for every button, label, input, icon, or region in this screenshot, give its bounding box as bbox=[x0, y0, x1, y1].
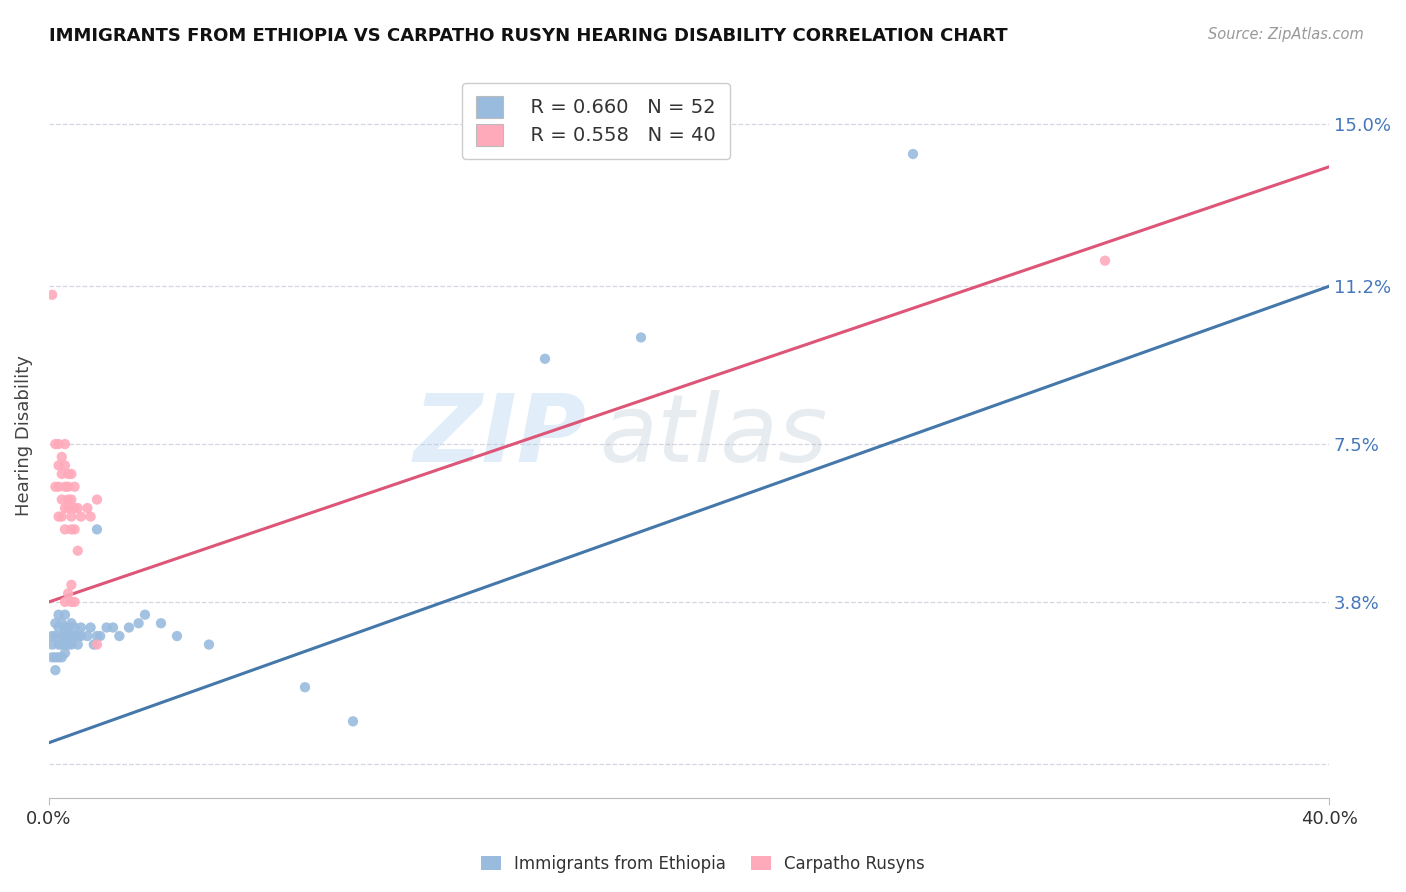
Point bbox=[53, 501, 76, 516]
Text: atlas: atlas bbox=[599, 390, 828, 481]
Point bbox=[53, 638, 76, 652]
Point bbox=[51, 467, 73, 481]
Point bbox=[48, 437, 70, 451]
Point bbox=[41, 650, 63, 665]
Point bbox=[51, 638, 73, 652]
Legend:   R = 0.660   N = 52,   R = 0.558   N = 40: R = 0.660 N = 52, R = 0.558 N = 40 bbox=[463, 83, 730, 159]
Point bbox=[56, 467, 79, 481]
Point bbox=[56, 501, 79, 516]
Point bbox=[44, 629, 66, 643]
Point bbox=[60, 578, 83, 592]
Point bbox=[149, 616, 172, 631]
Point bbox=[60, 629, 83, 643]
Point bbox=[53, 620, 76, 634]
Point bbox=[53, 458, 76, 473]
Point bbox=[56, 492, 79, 507]
Point bbox=[294, 680, 316, 694]
Point bbox=[51, 629, 73, 643]
Point bbox=[48, 650, 70, 665]
Point bbox=[86, 492, 108, 507]
Point bbox=[53, 480, 76, 494]
Point bbox=[66, 543, 89, 558]
Point bbox=[44, 437, 66, 451]
Text: IMMIGRANTS FROM ETHIOPIA VS CARPATHO RUSYN HEARING DISABILITY CORRELATION CHART: IMMIGRANTS FROM ETHIOPIA VS CARPATHO RUS… bbox=[49, 27, 1008, 45]
Point bbox=[44, 616, 66, 631]
Point bbox=[48, 620, 70, 634]
Point bbox=[53, 646, 76, 660]
Point bbox=[48, 607, 70, 622]
Point bbox=[53, 629, 76, 643]
Point bbox=[60, 509, 83, 524]
Point bbox=[66, 638, 89, 652]
Point bbox=[48, 458, 70, 473]
Point bbox=[60, 467, 83, 481]
Point bbox=[51, 616, 73, 631]
Text: Source: ZipAtlas.com: Source: ZipAtlas.com bbox=[1208, 27, 1364, 42]
Point bbox=[60, 522, 83, 536]
Point bbox=[60, 492, 83, 507]
Point bbox=[51, 509, 73, 524]
Point bbox=[83, 638, 105, 652]
Point bbox=[108, 629, 131, 643]
Point bbox=[60, 616, 83, 631]
Point bbox=[630, 330, 652, 344]
Point bbox=[51, 450, 73, 464]
Point bbox=[53, 522, 76, 536]
Point bbox=[53, 607, 76, 622]
Point bbox=[41, 629, 63, 643]
Point bbox=[63, 629, 86, 643]
Point bbox=[53, 437, 76, 451]
Point bbox=[63, 595, 86, 609]
Point bbox=[60, 638, 83, 652]
Point bbox=[63, 620, 86, 634]
Point bbox=[79, 509, 101, 524]
Point bbox=[534, 351, 557, 366]
Y-axis label: Hearing Disability: Hearing Disability bbox=[15, 355, 32, 516]
Point bbox=[53, 595, 76, 609]
Point bbox=[89, 629, 111, 643]
Point bbox=[101, 620, 124, 634]
Point bbox=[86, 638, 108, 652]
Point bbox=[56, 586, 79, 600]
Point bbox=[48, 509, 70, 524]
Point bbox=[66, 501, 89, 516]
Point bbox=[41, 287, 63, 301]
Point bbox=[86, 522, 108, 536]
Point bbox=[48, 638, 70, 652]
Point bbox=[48, 480, 70, 494]
Point bbox=[76, 501, 98, 516]
Text: ZIP: ZIP bbox=[413, 390, 586, 482]
Point bbox=[70, 620, 93, 634]
Point bbox=[60, 595, 83, 609]
Point bbox=[44, 650, 66, 665]
Point bbox=[134, 607, 156, 622]
Point bbox=[198, 638, 221, 652]
Point bbox=[128, 616, 150, 631]
Point bbox=[63, 501, 86, 516]
Point bbox=[44, 480, 66, 494]
Point bbox=[86, 629, 108, 643]
Point bbox=[901, 147, 924, 161]
Point bbox=[44, 663, 66, 677]
Point bbox=[41, 638, 63, 652]
Point bbox=[56, 480, 79, 494]
Point bbox=[76, 629, 98, 643]
Point bbox=[70, 509, 93, 524]
Point bbox=[342, 714, 364, 729]
Point bbox=[70, 629, 93, 643]
Point bbox=[118, 620, 141, 634]
Point bbox=[51, 650, 73, 665]
Point bbox=[56, 629, 79, 643]
Point bbox=[66, 629, 89, 643]
Point bbox=[166, 629, 188, 643]
Point bbox=[51, 492, 73, 507]
Point bbox=[56, 620, 79, 634]
Point bbox=[56, 638, 79, 652]
Point bbox=[63, 480, 86, 494]
Point bbox=[1094, 253, 1116, 268]
Point bbox=[63, 522, 86, 536]
Legend: Immigrants from Ethiopia, Carpatho Rusyns: Immigrants from Ethiopia, Carpatho Rusyn… bbox=[474, 848, 932, 880]
Point bbox=[79, 620, 101, 634]
Point bbox=[96, 620, 118, 634]
